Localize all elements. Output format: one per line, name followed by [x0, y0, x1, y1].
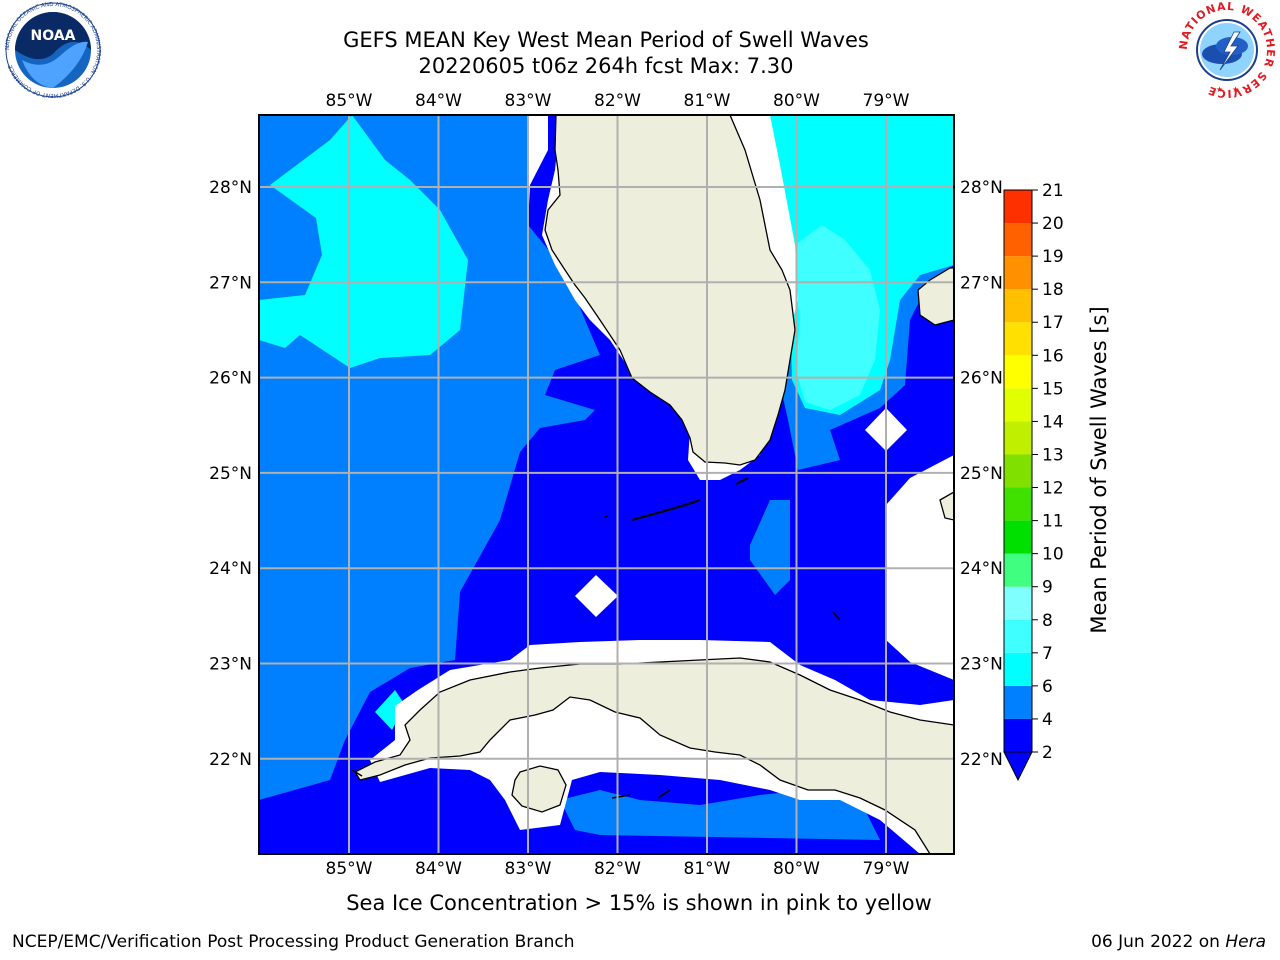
land-florida-keys	[604, 477, 749, 521]
sea-band-7-8-east	[795, 225, 880, 410]
sea-band-4-6-south	[560, 790, 880, 840]
lat-label-left: 28°N	[209, 178, 252, 198]
lat-label-left: 27°N	[209, 273, 252, 293]
footer-branch: NCEP/EMC/Verification Post Processing Pr…	[12, 932, 575, 952]
colorbar-segment	[1004, 190, 1032, 224]
colorbar-segment	[1004, 223, 1032, 257]
lat-label-right: 28°N	[960, 178, 1003, 198]
colorbar-tick-label: 6	[1042, 677, 1053, 697]
lon-label-top: 84°W	[415, 91, 462, 111]
colorbar-segment	[1004, 355, 1032, 389]
noaa-logo-text: NOAA	[31, 28, 76, 44]
colorbar-segment	[1004, 421, 1032, 455]
map-gridlines	[259, 115, 954, 854]
colorbar-segment	[1004, 454, 1032, 488]
sea-band-6-7-patch	[375, 690, 405, 730]
footer-date: 06 Jun 2022 on Hera	[1091, 932, 1266, 952]
land-bahamas	[917, 267, 954, 521]
lon-label-top: 82°W	[594, 91, 641, 111]
lon-label-top: 80°W	[773, 91, 820, 111]
svg-text:★: ★	[1216, 85, 1223, 94]
lat-label-left: 24°N	[209, 559, 252, 579]
colorbar-tick-label: 18	[1042, 280, 1064, 300]
footer-machine: Hera	[1225, 932, 1266, 952]
lat-label-right: 22°N	[960, 750, 1003, 770]
colorbar-tick-label: 14	[1042, 412, 1064, 432]
colorbar-segment	[1004, 553, 1032, 587]
colorbar-tick-label: 8	[1042, 611, 1053, 631]
no-data-diamond-1	[575, 575, 618, 617]
land-cuba	[354, 657, 954, 854]
colorbar: 2 4 6 7 8 9 10 11 12 13 14 15 16 17 18 19 20 21	[1003, 181, 1064, 782]
lat-label-left: 22°N	[209, 750, 252, 770]
map-subtitle: 20220605 t06z 264h fcst Max: 7.30	[418, 54, 794, 78]
lon-label-top: 83°W	[505, 91, 552, 111]
colorbar-tick-label: 7	[1042, 644, 1053, 664]
lon-label-bottom: 82°W	[594, 859, 641, 879]
colorbar-tick-label: 9	[1042, 578, 1053, 598]
colorbar-frame	[1003, 189, 1033, 753]
colorbar-tick-label: 20	[1042, 214, 1064, 234]
lon-label-bottom: 80°W	[773, 859, 820, 879]
lat-label-left: 23°N	[209, 655, 252, 675]
colorbar-label: Mean Period of Swell Waves [s]	[1087, 306, 1111, 633]
nws-logo-icon: NATIONAL WEATHER SERVICE ★ ★	[1177, 2, 1276, 98]
map-title: GEFS MEAN Key West Mean Period of Swell …	[343, 28, 869, 52]
lat-label-right: 23°N	[960, 655, 1003, 675]
sea-band-6-7-west	[259, 115, 468, 368]
sea-ice-caption: Sea Ice Concentration > 15% is shown in …	[346, 891, 932, 915]
land-small-cays	[351, 611, 841, 799]
colorbar-tick-label: 2	[1042, 743, 1053, 763]
colorbar-segment	[1004, 619, 1032, 653]
colorbar-tick-label: 13	[1042, 445, 1064, 465]
noaa-logo-icon: NATIONAL OCEANIC AND ATMOSPHERIC ADMINIS…	[5, 2, 101, 98]
lon-label-bottom: 85°W	[326, 859, 373, 879]
sea-band-4-6-patch1	[750, 500, 790, 595]
colorbar-tick-label: 10	[1042, 545, 1064, 565]
colorbar-segment	[1004, 322, 1032, 356]
colorbar-tick-label: 21	[1042, 181, 1064, 201]
colorbar-segment	[1004, 718, 1032, 752]
colorbar-tick-label: 19	[1042, 247, 1064, 267]
land-isla-juventud	[511, 765, 567, 813]
colorbar-segment	[1004, 388, 1032, 422]
lat-label-right: 24°N	[960, 559, 1003, 579]
map-frame	[258, 114, 955, 855]
lon-label-bottom: 81°W	[684, 859, 731, 879]
colorbar-extend-arrow	[1003, 751, 1033, 782]
colorbar-segment	[1004, 586, 1032, 620]
lat-label-right: 26°N	[960, 369, 1003, 389]
colorbar-segment	[1004, 289, 1032, 323]
lon-label-bottom: 84°W	[415, 859, 462, 879]
lon-label-top: 85°W	[326, 91, 373, 111]
lat-label-left: 25°N	[209, 464, 252, 484]
colorbar-tick-label: 4	[1042, 710, 1053, 730]
colorbar-tick-label: 17	[1042, 313, 1064, 333]
colorbar-tick-label: 16	[1042, 346, 1064, 366]
lon-label-bottom: 83°W	[505, 859, 552, 879]
colorbar-segment	[1004, 256, 1032, 290]
footer-date-text: 06 Jun 2022 on	[1091, 932, 1226, 952]
lat-label-left: 26°N	[209, 369, 252, 389]
colorbar-segment	[1004, 652, 1032, 686]
colorbar-segment	[1004, 487, 1032, 521]
lat-label-right: 27°N	[960, 273, 1003, 293]
lon-label-top: 79°W	[863, 91, 910, 111]
colorbar-segment	[1004, 685, 1032, 719]
colorbar-tick-label: 11	[1042, 512, 1064, 532]
svg-text:★: ★	[1232, 85, 1239, 94]
lat-label-right: 25°N	[960, 464, 1003, 484]
colorbar-tick-label: 12	[1042, 479, 1064, 499]
lon-label-bottom: 79°W	[863, 859, 910, 879]
colorbar-tick-label: 15	[1042, 379, 1064, 399]
lon-label-top: 81°W	[684, 91, 731, 111]
colorbar-segment	[1004, 520, 1032, 554]
